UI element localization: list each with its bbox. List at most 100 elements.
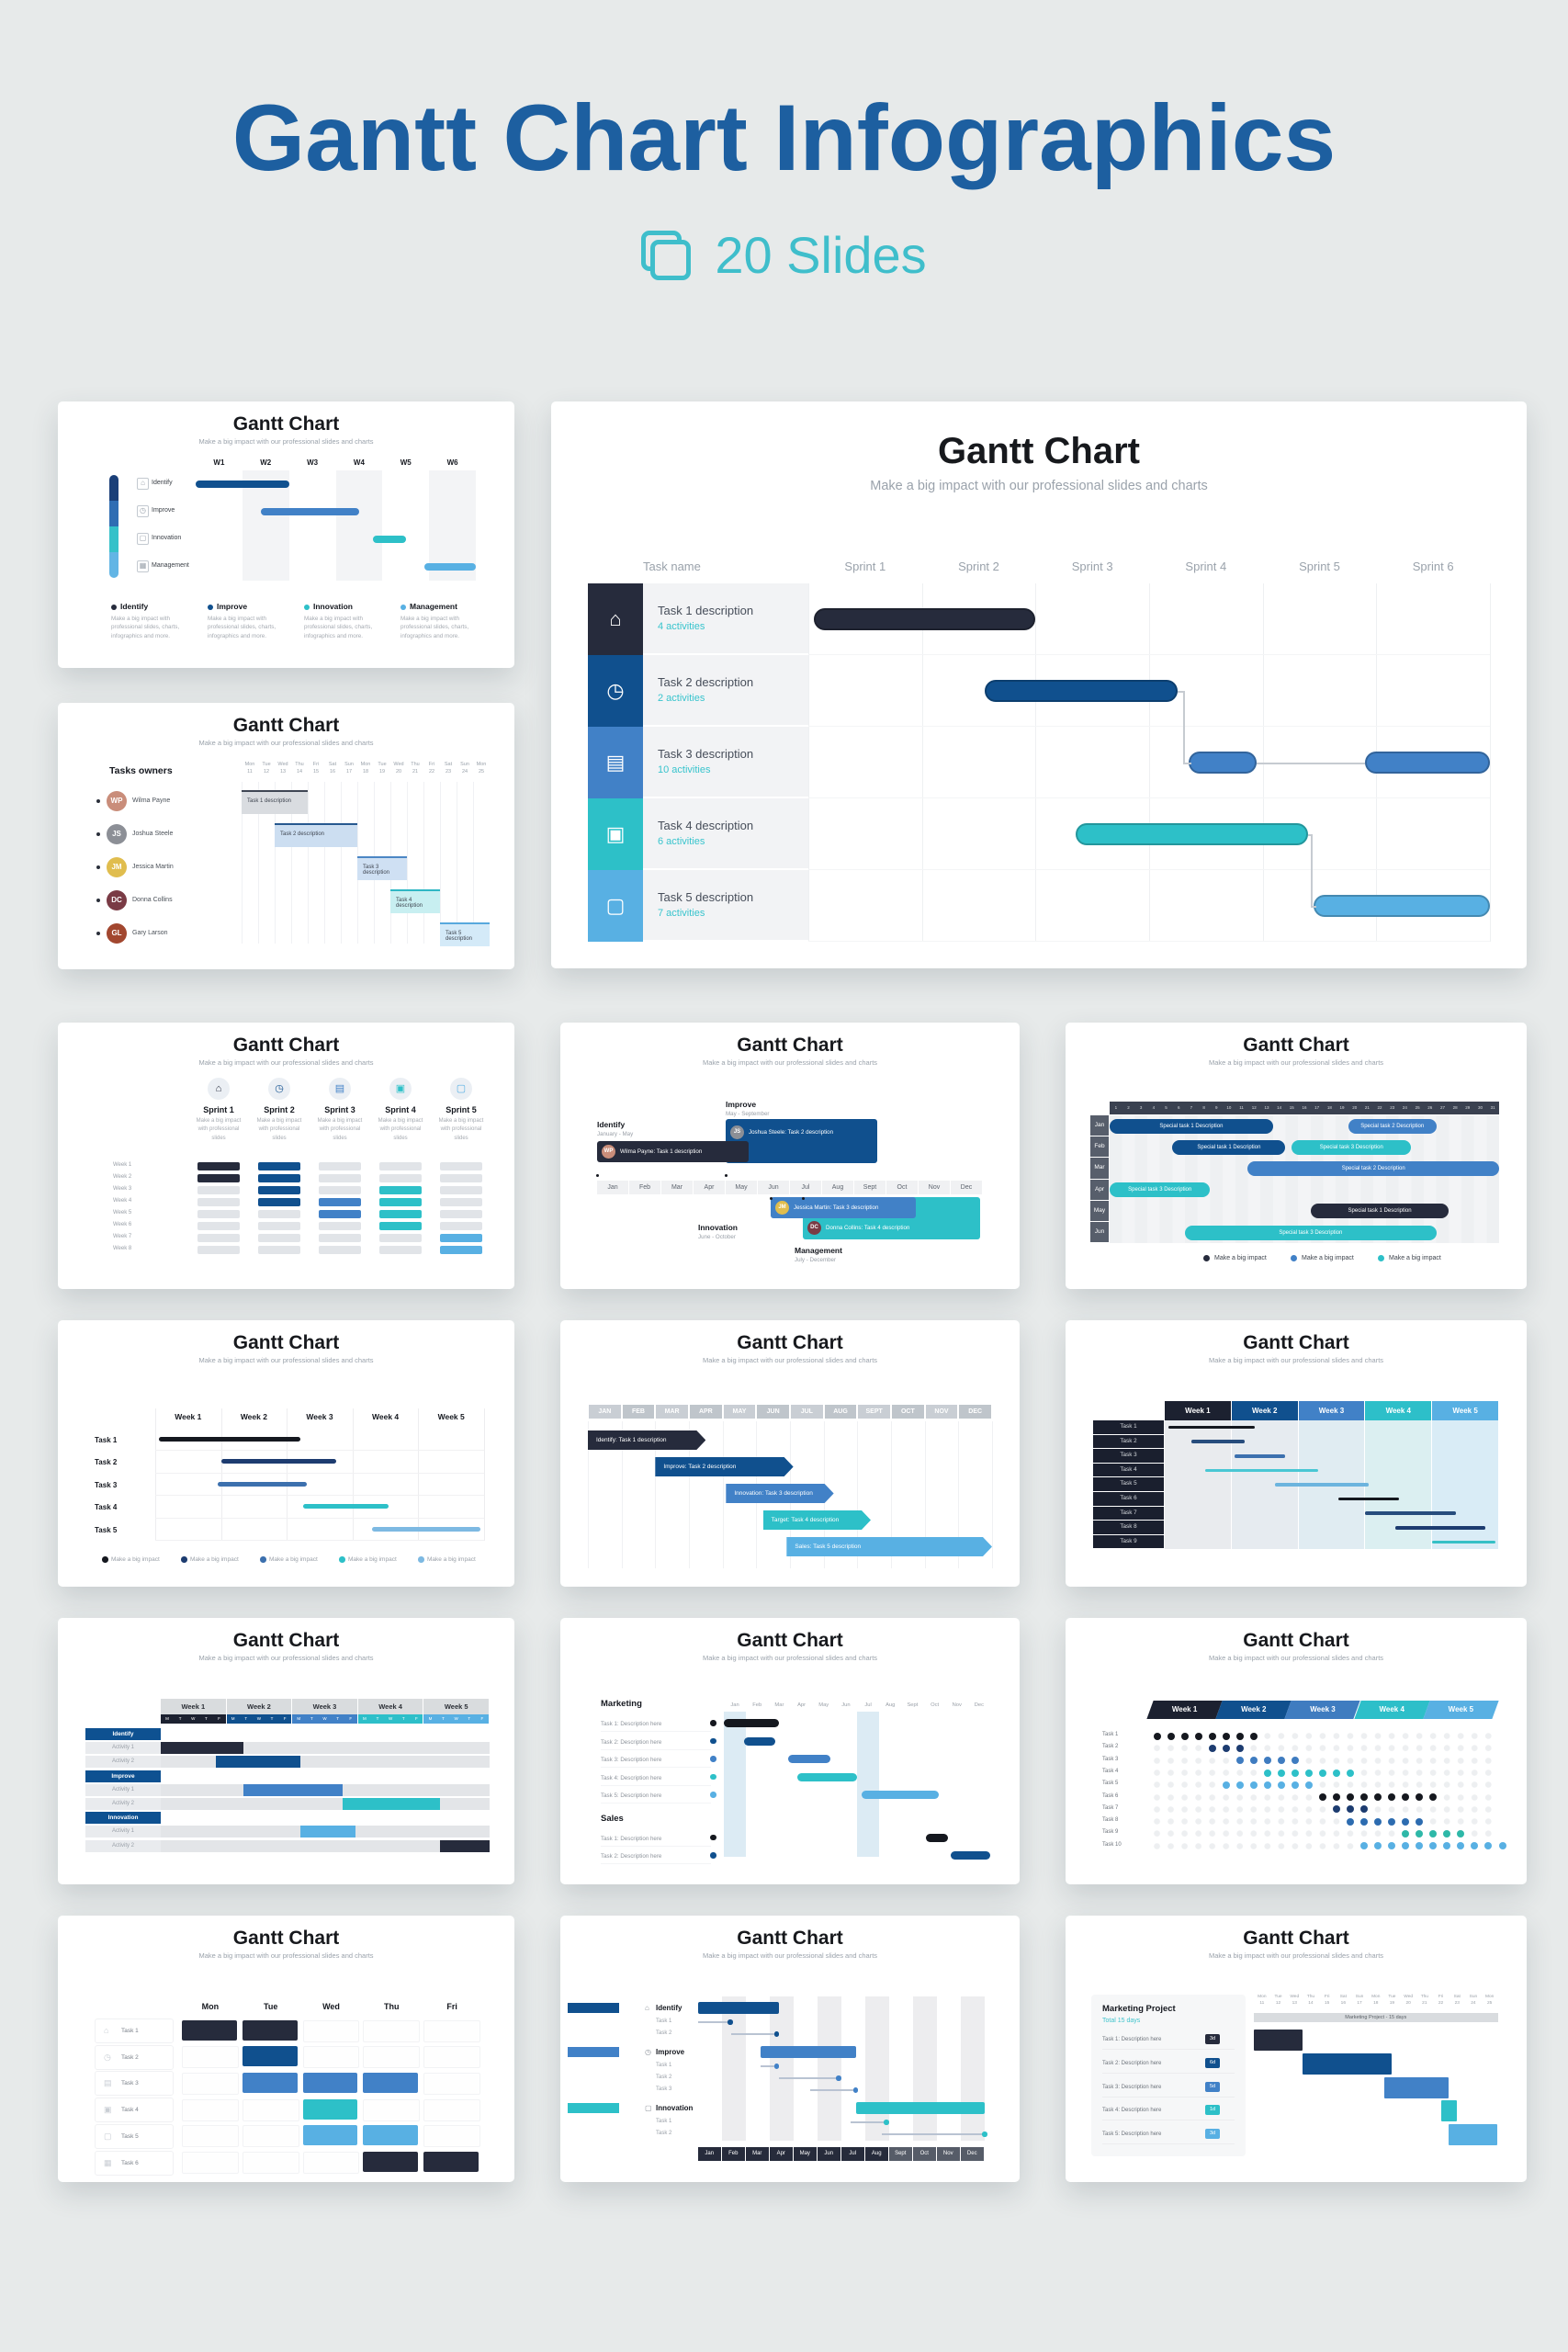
tick-dot bbox=[596, 1174, 599, 1177]
month-label: Nov bbox=[952, 1702, 962, 1708]
row-line bbox=[1102, 2143, 1235, 2145]
slide-timeline-year: Gantt Chart Make a big impact with our pr… bbox=[560, 1023, 1020, 1289]
gantt-bar bbox=[1168, 1425, 1256, 1430]
task-meta: 2 activities bbox=[658, 693, 705, 704]
slide-body: ⌂ Identify Task 1 Task 2 ◷ Improve Task 1 Task … bbox=[560, 1916, 1020, 2182]
day-number: 1 bbox=[1114, 1105, 1118, 1110]
gantt-dot bbox=[1304, 1769, 1313, 1777]
day-number-label: 21 bbox=[412, 769, 419, 775]
week-chevron-header: Week 1 bbox=[1146, 1701, 1223, 1719]
day-number-label: 16 bbox=[1340, 2001, 1347, 2006]
sprint-column-header: Sprint 6 bbox=[1412, 560, 1454, 573]
milestone-dot bbox=[982, 2132, 987, 2137]
gantt-bar: Special task 3 Description bbox=[1292, 1139, 1412, 1155]
week-column-header: Week 3 bbox=[306, 1412, 333, 1421]
row-line bbox=[601, 1731, 711, 1732]
avatar: GL bbox=[107, 923, 127, 944]
task-label: Task 6 bbox=[121, 2159, 139, 2166]
bullet-dot bbox=[96, 932, 100, 935]
legend-dot bbox=[339, 1556, 345, 1563]
gantt-bar: JM Jessica Martin: Task 3 description bbox=[771, 1197, 916, 1218]
grid-line bbox=[808, 583, 809, 942]
day-number-label: 21 bbox=[1422, 2001, 1427, 2006]
month-axis-cell: Jan bbox=[597, 1181, 628, 1194]
task-label: Task 4 bbox=[121, 2107, 139, 2114]
task-cell: Task 1 description 4 activities bbox=[643, 583, 808, 653]
gantt-bar bbox=[440, 1222, 482, 1230]
gantt-bar bbox=[440, 1246, 482, 1254]
day-number: 22 bbox=[1377, 1105, 1382, 1110]
gantt-dot bbox=[1402, 1793, 1410, 1802]
day-name-label: Thu bbox=[1306, 1995, 1315, 1999]
task-row-label: Task 8 bbox=[1102, 1817, 1119, 1824]
day-letter: T bbox=[270, 1716, 274, 1721]
legend-dot bbox=[710, 1773, 716, 1780]
gantt-bar bbox=[861, 1791, 940, 1799]
slide-group-milestones: Gantt Chart Make a big impact with our pr… bbox=[560, 1916, 1020, 2182]
gantt-bar bbox=[243, 1783, 343, 1796]
day-name-label: Sun bbox=[1355, 1995, 1364, 1999]
bar-label: Identify: Task 1 description bbox=[596, 1437, 667, 1443]
legend-dot bbox=[181, 1556, 187, 1563]
row-line bbox=[601, 1748, 711, 1750]
gantt-bar: Task 3 description bbox=[357, 856, 407, 880]
day-letter: T bbox=[205, 1716, 208, 1721]
month-footer-cell: Nov bbox=[937, 2147, 960, 2161]
day-number: 26 bbox=[1427, 1105, 1433, 1110]
gantt-bar bbox=[197, 1234, 240, 1242]
task-cell: Task 5 description 7 activities bbox=[643, 870, 808, 940]
day-number-label: 25 bbox=[478, 769, 485, 775]
slide-tasks-owners: Gantt Chart Make a big impact with our pr… bbox=[58, 703, 514, 969]
gantt-bar bbox=[258, 1246, 300, 1254]
task-label-cell: ◷ Task 2 bbox=[95, 2044, 174, 2070]
slide-body: Improve May - September Identify January - … bbox=[560, 1023, 1020, 1289]
day-cell bbox=[182, 2098, 239, 2121]
week-label: Week 2 bbox=[1241, 1705, 1267, 1713]
home-icon: ⌂ bbox=[104, 2026, 109, 2035]
day-name-label: Sat bbox=[1453, 1995, 1461, 1999]
slide-body: Mon Tue Wed Thu Fri ⌂ Task 1 ◷ Task 2 ▤ Task 3 ▣ Tas… bbox=[58, 1916, 514, 2182]
gantt-dot bbox=[1443, 1830, 1451, 1838]
slide-body: Jan Feb Mar Apr May Jun Jul Aug Sept Oct Nov Dec Mar… bbox=[560, 1618, 1020, 1884]
day-number-label: 12 bbox=[1275, 2001, 1281, 2006]
gantt-bar bbox=[440, 1174, 482, 1182]
gantt-bar bbox=[1254, 2030, 1303, 2051]
day-cell bbox=[242, 2046, 298, 2067]
gantt-bar bbox=[1364, 752, 1490, 774]
slide-month-arrows: Gantt Chart Make a big impact with our pr… bbox=[560, 1320, 1020, 1587]
day-letter: M bbox=[362, 1716, 367, 1721]
gantt-dot bbox=[1374, 1842, 1382, 1850]
day-name-label: Mon bbox=[1371, 1995, 1381, 1999]
gantt-bar bbox=[319, 1162, 361, 1170]
day-name-label: Thu bbox=[1420, 1995, 1428, 1999]
gantt-bar bbox=[440, 1210, 482, 1218]
legend-label: Improve bbox=[217, 602, 248, 611]
gantt-bar bbox=[440, 1198, 482, 1206]
task-label: Task 3: Description here bbox=[1102, 2084, 1162, 2090]
month-header-cell: JUL bbox=[791, 1405, 823, 1419]
month-footer-cell: Jun bbox=[818, 2147, 840, 2161]
weekday-header: Thu bbox=[384, 2002, 400, 2011]
gantt-dot bbox=[1374, 1817, 1382, 1826]
connector-line bbox=[1177, 691, 1185, 693]
day-number: 19 bbox=[1339, 1105, 1345, 1110]
gantt-bar bbox=[319, 1234, 361, 1242]
home-icon: ⌂ bbox=[588, 583, 643, 655]
project-heading: Marketing Project bbox=[1102, 2004, 1176, 2014]
day-name-label: Mon bbox=[1484, 1995, 1495, 1999]
column-shade bbox=[335, 470, 383, 581]
gantt-dot bbox=[1360, 1805, 1369, 1814]
task-label-cell: ▤ Task 3 bbox=[95, 2071, 174, 2097]
bar-label: Special task 2 Description bbox=[1341, 1165, 1405, 1171]
clock-icon: ◷ bbox=[104, 2052, 111, 2062]
weekday-header: Wed bbox=[322, 2002, 340, 2011]
month-label: Mar bbox=[774, 1702, 784, 1708]
dot-track bbox=[1150, 1730, 1495, 1743]
owner-name: Jessica Martin bbox=[132, 864, 174, 870]
day-number: 24 bbox=[1402, 1105, 1407, 1110]
day-number: 11 bbox=[1239, 1105, 1244, 1110]
task-row-header: Task 6 bbox=[1093, 1492, 1164, 1506]
row-separator bbox=[808, 941, 1490, 942]
row-line bbox=[601, 1863, 711, 1864]
